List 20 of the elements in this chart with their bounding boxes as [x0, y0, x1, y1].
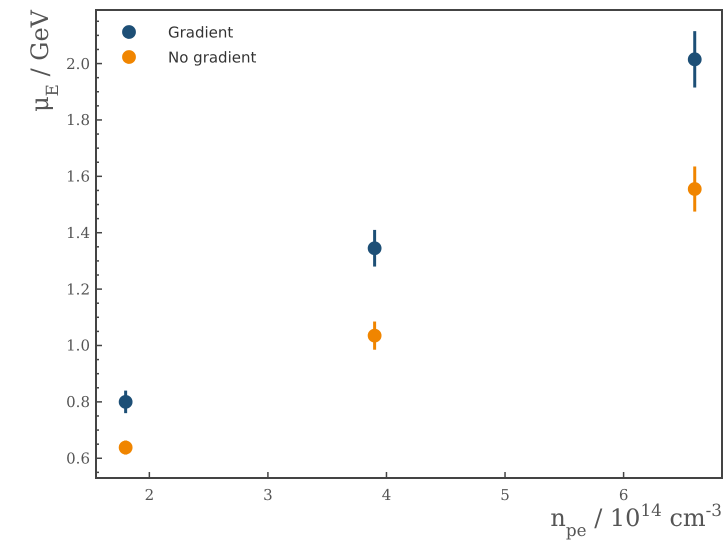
- y-tick-label: 1.0: [66, 336, 90, 355]
- y-tick-label: 0.6: [66, 450, 90, 468]
- y-tick-label: 1.8: [66, 111, 90, 130]
- point: [368, 328, 382, 343]
- point: [118, 440, 133, 454]
- x-tick-label: 5: [500, 486, 510, 504]
- point: [688, 182, 702, 196]
- y-tick-label: 1.4: [66, 224, 90, 242]
- x-tick-label: 3: [263, 486, 273, 504]
- y-tick-label: 2.0: [66, 54, 90, 73]
- x-tick-label: 4: [382, 486, 392, 504]
- x-tick-label: 2: [144, 486, 154, 504]
- legend-label: No gradient: [168, 48, 256, 66]
- y-tick-label: 1.2: [66, 280, 90, 298]
- point: [118, 394, 133, 409]
- legend-label: Gradient: [168, 23, 234, 42]
- y-tick-label: 0.8: [66, 393, 90, 412]
- point: [688, 52, 702, 66]
- point: [368, 241, 382, 256]
- y-tick-label: 1.6: [66, 168, 90, 186]
